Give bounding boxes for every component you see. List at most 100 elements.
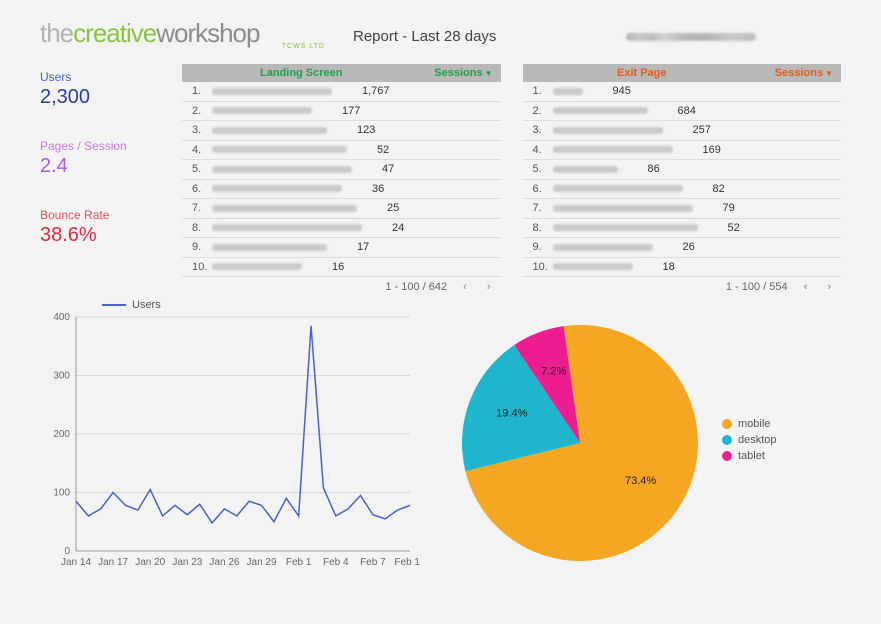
- svg-text:Jan 23: Jan 23: [172, 557, 202, 568]
- svg-text:73.4%: 73.4%: [625, 475, 656, 487]
- row-index: 6.: [533, 183, 553, 195]
- redacted-page-name: [212, 146, 347, 153]
- row-sessions-value: 36: [372, 183, 384, 195]
- table-row[interactable]: 1.945: [523, 82, 842, 102]
- exit-title[interactable]: Exit Page: [523, 67, 762, 79]
- svg-text:0: 0: [64, 546, 70, 557]
- row-index: 4.: [533, 144, 553, 156]
- sort-desc-icon: ▼: [485, 69, 493, 78]
- exit-next-page[interactable]: ›: [823, 281, 835, 293]
- exit-prev-page[interactable]: ‹: [800, 281, 812, 293]
- table-row[interactable]: 8.24: [182, 219, 501, 239]
- legend-label: tablet: [738, 450, 765, 462]
- metric-users-value: 2,300: [40, 86, 160, 109]
- table-row[interactable]: 10.18: [523, 258, 842, 278]
- row-index: 1.: [192, 85, 212, 97]
- row-sessions-value: 79: [723, 202, 735, 214]
- redacted-page-name: [212, 224, 362, 231]
- redacted-page-name: [553, 166, 618, 173]
- row-sessions-value: 1,767: [362, 85, 390, 97]
- table-row[interactable]: 6.36: [182, 180, 501, 200]
- device-pie-chart: 73.4%19.4%7.2%: [450, 313, 710, 571]
- metric-pps-value: 2.4: [40, 155, 160, 178]
- redacted-page-name: [212, 166, 352, 173]
- row-index: 2.: [192, 105, 212, 117]
- landing-prev-page[interactable]: ‹: [459, 281, 471, 293]
- logo-subtitle: TCWS LTD: [265, 43, 325, 50]
- pie-legend-item: tablet: [722, 450, 777, 462]
- row-sessions-value: 24: [392, 222, 404, 234]
- sort-desc-icon: ▼: [825, 69, 833, 78]
- table-row[interactable]: 5.47: [182, 160, 501, 180]
- row-sessions-value: 16: [332, 261, 344, 273]
- redacted-page-name: [212, 88, 332, 95]
- table-row[interactable]: 10.16: [182, 258, 501, 278]
- row-sessions-value: 257: [693, 124, 711, 136]
- line-chart-legend: Users: [102, 299, 420, 311]
- row-sessions-value: 169: [703, 144, 721, 156]
- pie-legend-item: desktop: [722, 434, 777, 446]
- row-sessions-value: 52: [728, 222, 740, 234]
- redacted-page-name: [553, 263, 633, 270]
- users-line-chart: 0100200300400Jan 14Jan 17Jan 20Jan 23Jan…: [40, 313, 420, 571]
- svg-text:Feb 4: Feb 4: [323, 557, 349, 568]
- redacted-page-name: [212, 185, 342, 192]
- landing-next-page[interactable]: ›: [483, 281, 495, 293]
- pie-legend-item: mobile: [722, 418, 777, 430]
- table-row[interactable]: 6.82: [523, 180, 842, 200]
- table-row[interactable]: 2. 177: [182, 102, 501, 122]
- row-index: 9.: [533, 241, 553, 253]
- row-index: 5.: [192, 163, 212, 175]
- row-index: 7.: [192, 202, 212, 214]
- redacted-page-name: [212, 107, 312, 114]
- row-index: 10.: [192, 261, 212, 273]
- exit-page-table: Exit Page Sessions▼ 1.9452.6843.257 4. 169…: [523, 64, 842, 293]
- row-sessions-value: 177: [342, 105, 360, 117]
- redacted-page-name: [553, 224, 698, 231]
- redacted-page-name: [553, 107, 648, 114]
- legend-users-label: Users: [132, 299, 161, 311]
- svg-text:Feb 1: Feb 1: [286, 557, 312, 568]
- svg-text:Feb 10: Feb 10: [394, 557, 420, 568]
- table-row[interactable]: 7.25: [182, 199, 501, 219]
- svg-text:400: 400: [53, 313, 70, 323]
- row-sessions-value: 945: [613, 85, 631, 97]
- row-sessions-value: 684: [678, 105, 696, 117]
- row-sessions-value: 123: [357, 124, 375, 136]
- row-sessions-value: 25: [387, 202, 399, 214]
- exit-sessions-header[interactable]: Sessions▼: [761, 67, 841, 79]
- table-row[interactable]: 1. 1,767: [182, 82, 501, 102]
- row-index: 4.: [192, 144, 212, 156]
- redacted-page-name: [553, 146, 673, 153]
- table-row[interactable]: 5.86: [523, 160, 842, 180]
- table-row[interactable]: 4.52: [182, 141, 501, 161]
- landing-title[interactable]: Landing Screen: [182, 67, 421, 79]
- table-row[interactable]: 4. 169: [523, 141, 842, 161]
- legend-dot-icon: [722, 451, 732, 461]
- svg-text:Jan 14: Jan 14: [61, 557, 91, 568]
- logo-word-creative: creative: [73, 18, 156, 48]
- row-sessions-value: 52: [377, 144, 389, 156]
- table-row[interactable]: 2.684: [523, 102, 842, 122]
- table-row[interactable]: 3.123: [182, 121, 501, 141]
- legend-label: mobile: [738, 418, 770, 430]
- row-sessions-value: 82: [713, 183, 725, 195]
- row-index: 9.: [192, 241, 212, 253]
- row-sessions-value: 47: [382, 163, 394, 175]
- table-row[interactable]: 7.79: [523, 199, 842, 219]
- table-row[interactable]: 9.26: [523, 238, 842, 258]
- landing-screen-table: Landing Screen Sessions▼ 1. 1,767 2. 177 3.1…: [182, 64, 501, 293]
- landing-sessions-header[interactable]: Sessions▼: [421, 67, 501, 79]
- report-title: Report - Last 28 days: [353, 28, 496, 45]
- metric-bounce-value: 38.6%: [40, 224, 160, 247]
- table-row[interactable]: 9.17: [182, 238, 501, 258]
- redacted-page-name: [212, 127, 327, 134]
- redacted-header-text: [626, 33, 756, 41]
- logo-word-the: the: [40, 18, 73, 48]
- table-row[interactable]: 3.257: [523, 121, 842, 141]
- row-sessions-value: 26: [683, 241, 695, 253]
- table-row[interactable]: 8.52: [523, 219, 842, 239]
- legend-dot-icon: [722, 419, 732, 429]
- legend-label: desktop: [738, 434, 777, 446]
- row-index: 10.: [533, 261, 553, 273]
